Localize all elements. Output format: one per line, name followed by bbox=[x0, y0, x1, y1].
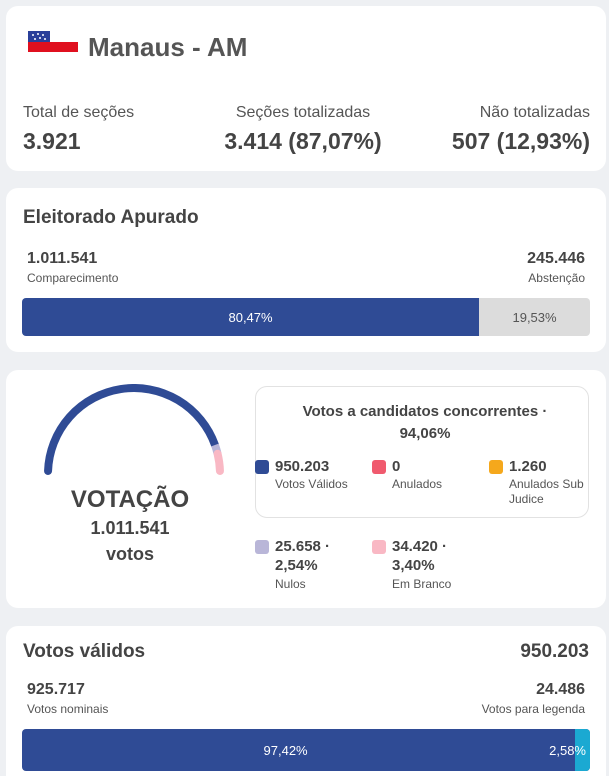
votos-validos-card: Votos válidos 950.203 925.717 Votos nomi… bbox=[6, 626, 606, 776]
legend-value: 34.420 · bbox=[392, 538, 448, 555]
stat-value: 3.414 (87,07%) bbox=[224, 128, 382, 154]
legend-value: 950.203 bbox=[275, 458, 330, 475]
stat-label: Total de seções bbox=[23, 104, 135, 121]
votacao-gauge bbox=[44, 384, 224, 475]
amazonas-flag-icon bbox=[28, 31, 78, 63]
votacao-unit: votos bbox=[105, 544, 154, 564]
legend-swatch bbox=[372, 540, 386, 554]
votacao-title: VOTAÇÃO bbox=[70, 486, 190, 513]
legend-label-line2: Judice bbox=[509, 492, 544, 506]
legend-percent: 3,40% bbox=[392, 557, 435, 574]
comparecimento-value: 1.011.541 bbox=[27, 250, 98, 267]
legend-swatch bbox=[489, 460, 503, 474]
concorrentes-title: Votos a candidatos concorrentes · 94,06% bbox=[302, 403, 548, 442]
eleitorado-card: Eleitorado Apurado 1.011.541 Comparecime… bbox=[6, 188, 606, 352]
city-summary-card: Manaus - AM Total de seções 3.921 Seções… bbox=[6, 6, 606, 171]
legend-value: 0 bbox=[392, 458, 401, 475]
stat-total-secoes: Total de seções 3.921 bbox=[23, 104, 134, 155]
legenda-label: Votos para legenda bbox=[481, 702, 585, 716]
legend-swatch bbox=[255, 460, 269, 474]
legend-value: 25.658 · bbox=[275, 538, 331, 555]
city-title: Manaus - AM bbox=[88, 32, 248, 62]
nominais-label: Votos nominais bbox=[27, 702, 109, 716]
gauge-validos-arc bbox=[44, 384, 219, 475]
legend-value: 1.260 bbox=[509, 458, 547, 475]
stat-secoes-totalizadas: Seções totalizadas 3.414 (87,07%) bbox=[220, 104, 386, 155]
votacao-card: VOTAÇÃO 1.011.541 votos Votos a candidat… bbox=[6, 370, 606, 608]
concorrentes-box: Votos a candidatos concorrentes · 94,06% bbox=[255, 386, 589, 518]
legend-percent: 2,54% bbox=[275, 557, 318, 574]
eleitorado-bar: 80,47% 19,53% bbox=[22, 298, 590, 336]
stat-label: Seções totalizadas bbox=[235, 104, 371, 121]
legenda-bar-fill bbox=[575, 729, 590, 771]
legenda-bar-segment: 2,58% bbox=[549, 729, 590, 771]
stat-label: Não totalizadas bbox=[479, 104, 590, 121]
votos-validos-title: Votos válidos bbox=[23, 641, 146, 662]
legenda-value: 24.486 bbox=[536, 681, 585, 698]
legend-label: Anulados Sub bbox=[509, 477, 584, 491]
legend-label: Votos Válidos bbox=[275, 477, 348, 491]
stat-nao-totalizadas: Não totalizadas 507 (12,93%) bbox=[452, 104, 590, 155]
legend-label: Em Branco bbox=[392, 577, 452, 591]
legend-swatch bbox=[255, 540, 269, 554]
legend-swatch bbox=[372, 460, 386, 474]
abstencao-value: 245.446 bbox=[527, 250, 585, 267]
nominais-bar-segment: 97,42% bbox=[22, 729, 550, 771]
eleitorado-title: Eleitorado Apurado bbox=[23, 207, 199, 228]
abstencao-label: Abstenção bbox=[528, 271, 585, 285]
legend-label: Anulados bbox=[392, 477, 443, 491]
votos-validos-bar: 97,42% 2,58% bbox=[22, 729, 590, 771]
legend-label: Nulos bbox=[275, 577, 306, 591]
stat-value: 507 (12,93%) bbox=[451, 128, 590, 154]
comparecimento-bar-segment: 80,47% bbox=[22, 298, 480, 336]
legenda-bar-label: 2,58% bbox=[549, 742, 586, 758]
abstencao-bar-segment: 19,53% bbox=[479, 298, 590, 336]
gauge-branco-arc bbox=[213, 449, 224, 475]
comparecimento-label: Comparecimento bbox=[27, 271, 119, 285]
votacao-total: 1.011.541 bbox=[90, 518, 170, 538]
votos-validos-total: 950.203 bbox=[520, 641, 589, 662]
stat-value: 3.921 bbox=[23, 128, 81, 154]
nominais-value: 925.717 bbox=[27, 681, 85, 698]
